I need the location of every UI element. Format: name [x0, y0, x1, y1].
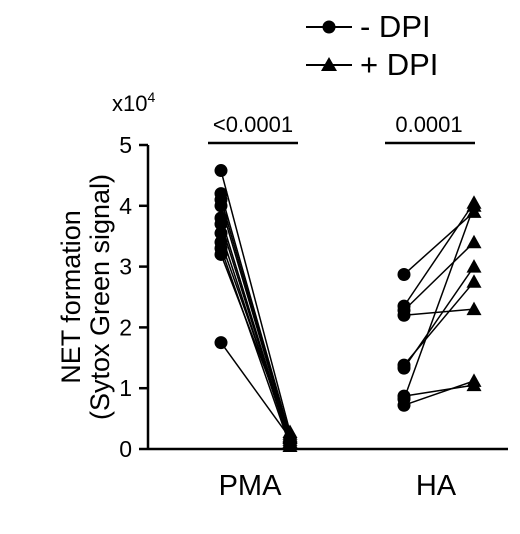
point-ha-plus-dpi-8 — [466, 373, 482, 387]
y-multiplier: x104 — [112, 89, 155, 116]
x-categories: PMA HA — [219, 470, 457, 502]
pair-line-pma-3 — [220, 205, 291, 441]
y-multiplier-base: x10 — [112, 91, 147, 116]
point-pma-minus-dpi-3 — [214, 199, 228, 213]
legend-label-minus-dpi: - DPI — [360, 9, 431, 44]
pair-line-pma-0 — [220, 170, 291, 433]
point-pma-minus-dpi-0 — [214, 164, 228, 178]
point-ha-plus-dpi-5 — [466, 259, 482, 273]
pair-line-ha-1 — [403, 202, 475, 307]
data-markers — [214, 164, 482, 452]
pair-line-ha-0 — [403, 211, 475, 276]
point-ha-plus-dpi-4 — [466, 274, 482, 288]
point-pma-minus-dpi-5 — [214, 217, 228, 231]
x-category-pma: PMA — [219, 470, 283, 502]
y-axis-label-line2: (Sytox Green signal) — [85, 174, 115, 420]
legend-marker-circle — [322, 20, 336, 34]
pair-line-pma-9 — [220, 254, 291, 435]
x-category-ha: HA — [416, 470, 457, 502]
point-pma-minus-dpi-10 — [214, 336, 228, 350]
pair-line-ha-8 — [403, 380, 475, 406]
pair-line-ha-2 — [403, 241, 475, 311]
pair-line-pma-1 — [220, 193, 291, 436]
point-ha-plus-dpi-2 — [466, 234, 482, 249]
p-value-pma: <0.0001 — [213, 112, 293, 137]
y-tick-label: 0 — [119, 436, 132, 462]
point-pma-plus-dpi-8 — [282, 438, 298, 452]
y-axis-label-line1: NET formation — [56, 210, 86, 384]
point-ha-minus-dpi-5 — [397, 361, 411, 375]
y-tick-label: 4 — [119, 193, 132, 219]
y-tick-label: 5 — [119, 132, 132, 158]
y-tick-label: 1 — [119, 375, 132, 401]
significance-annotations: <0.0001 0.0001 — [208, 112, 475, 145]
pair-line-ha-5 — [403, 266, 475, 369]
point-ha-minus-dpi-0 — [397, 268, 411, 282]
legend-marker-triangle — [321, 57, 337, 71]
p-value-ha: 0.0001 — [395, 112, 462, 137]
point-pma-minus-dpi-6 — [214, 226, 228, 240]
legend-label-plus-dpi: + DPI — [360, 47, 438, 82]
y-multiplier-exponent: 4 — [147, 89, 155, 105]
y-tick-label: 2 — [119, 314, 132, 340]
point-ha-minus-dpi-8 — [397, 398, 411, 412]
y-tick-label: 3 — [119, 254, 132, 280]
point-ha-plus-dpi-3 — [466, 301, 482, 316]
pair-line-ha-6 — [403, 384, 475, 397]
pair-line-pma-8 — [220, 248, 291, 447]
pair-lines — [220, 170, 475, 447]
pair-line-ha-7 — [403, 205, 475, 400]
point-pma-plus-dpi-10 — [282, 430, 298, 445]
y-ticks: 0 1 2 3 4 5 — [119, 132, 148, 462]
y-axis-label: NET formation (Sytox Green signal) — [56, 174, 115, 420]
pair-line-pma-10 — [220, 342, 291, 439]
axes — [146, 145, 508, 451]
pair-line-ha-3 — [403, 308, 475, 316]
point-pma-minus-dpi-9 — [214, 247, 228, 261]
point-ha-plus-dpi-7 — [466, 198, 482, 212]
legend: - DPI + DPI — [306, 9, 438, 82]
point-ha-minus-dpi-3 — [397, 308, 411, 322]
